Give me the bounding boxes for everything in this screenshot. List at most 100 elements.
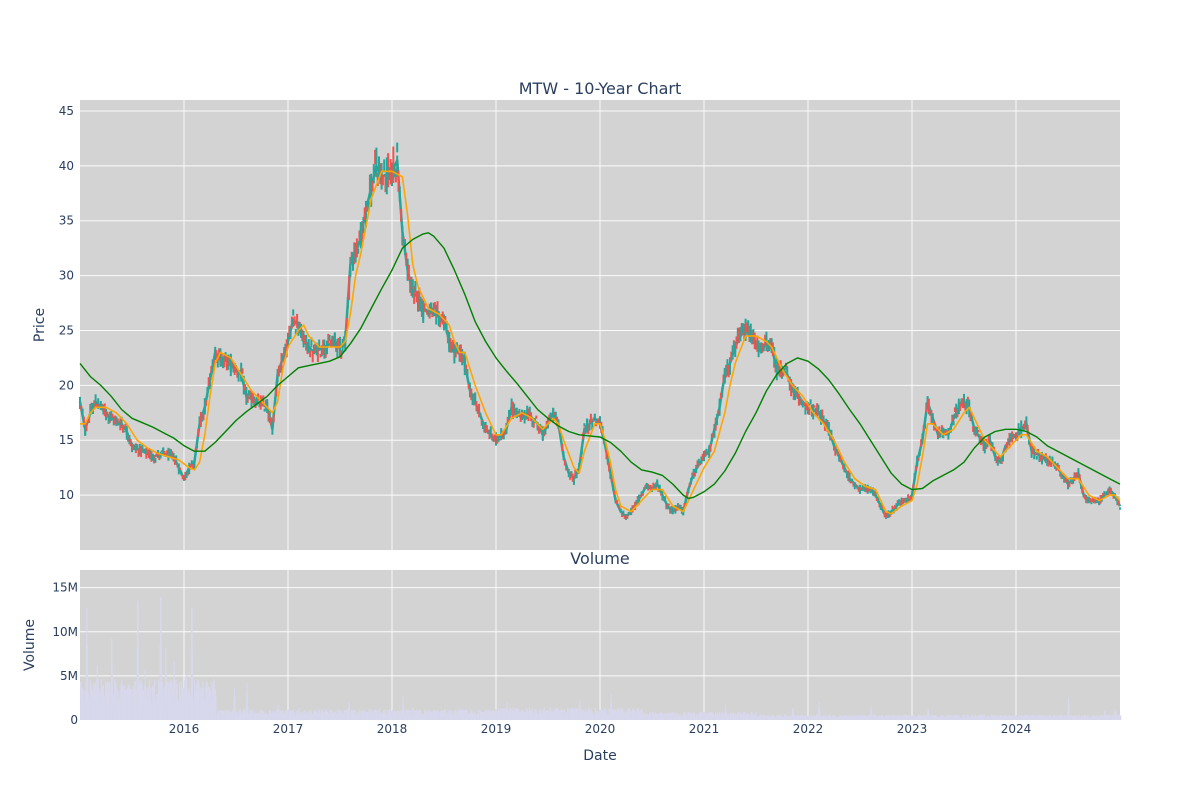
volume-bar (1027, 714, 1029, 720)
volume-bar (439, 711, 441, 720)
volume-bar (687, 711, 689, 720)
volume-bar (399, 712, 401, 720)
volume-bar (370, 709, 372, 720)
volume-bar (318, 710, 320, 720)
volume-bar (891, 714, 893, 720)
volume-bar (444, 709, 446, 720)
price-y-tick-label: 25 (59, 323, 74, 337)
volume-bar (463, 710, 465, 720)
volume-bar (709, 713, 711, 720)
volume-bar (670, 712, 672, 720)
volume-bar (512, 707, 514, 720)
price-y-axis-title: Price (32, 308, 48, 342)
volume-bar (899, 715, 901, 720)
volume-bar (1118, 715, 1120, 720)
x-tick-label: 2020 (585, 722, 616, 736)
volume-bar (315, 711, 317, 720)
volume-bar (454, 709, 456, 720)
volume-bar (207, 686, 209, 720)
price-series (78, 142, 1122, 520)
volume-bar (996, 715, 999, 720)
volume-bar (241, 712, 243, 720)
volume-bar (877, 716, 879, 720)
ma-short-line (80, 170, 1121, 515)
volume-bar (689, 712, 691, 720)
volume-bar (575, 708, 577, 720)
volume-bar (230, 713, 232, 720)
volume-bar (1073, 716, 1075, 720)
volume-bar (832, 715, 834, 720)
volume-bar (842, 715, 844, 720)
volume-bar (389, 709, 391, 720)
volume-bar (933, 716, 935, 720)
volume-bar (1085, 714, 1087, 720)
volume-bar (315, 710, 318, 720)
volume-bar (787, 715, 789, 720)
volume-bar (1068, 711, 1070, 720)
volume-y-tick-label: 15M (52, 581, 78, 595)
volume-bar (191, 652, 194, 720)
volume-bar (830, 716, 832, 720)
volume-bar (885, 715, 887, 720)
volume-bar (684, 711, 686, 720)
volume-y-tick-label: 0 (70, 713, 78, 727)
volume-bar (667, 713, 669, 720)
volume-bar (403, 709, 405, 720)
volume-bar (641, 709, 643, 720)
volume-bar (793, 712, 795, 720)
volume-bar (1087, 715, 1089, 720)
volume-bar (444, 709, 446, 720)
volume-bar (249, 711, 251, 720)
volume-bar (92, 682, 95, 720)
price-y-tick-label: 10 (59, 488, 74, 502)
volume-bar (633, 708, 635, 720)
volume-bar (871, 714, 873, 720)
volume-bar (1115, 714, 1117, 720)
volume-y-ticks: 0 5M 10M 15M (52, 581, 78, 727)
volume-bar (738, 711, 740, 720)
volume-y-axis-title: Volume (22, 619, 38, 671)
volume-bar (986, 715, 989, 720)
volume-bar (820, 715, 822, 720)
volume-bar (105, 680, 107, 720)
volume-bar (866, 715, 868, 720)
volume-bar (346, 709, 348, 720)
volume-bar (544, 710, 546, 720)
volume-bar (590, 709, 592, 720)
x-tick-label: 2024 (1001, 722, 1032, 736)
price-chart-title: MTW - 10-Year Chart (519, 79, 682, 98)
volume-bar (234, 707, 236, 720)
volume-bar (1041, 714, 1043, 720)
volume-bar (340, 710, 342, 720)
volume-bar (571, 711, 573, 720)
x-tick-label: 2022 (793, 722, 824, 736)
volume-bar (202, 687, 204, 720)
volume-bar (1015, 715, 1017, 720)
x-tick-label: 2019 (481, 722, 512, 736)
volume-bar (977, 714, 979, 720)
volume-bar (518, 709, 520, 720)
volume-bar (482, 712, 484, 720)
volume-bar (160, 645, 162, 720)
volume-bar (627, 708, 630, 720)
volume-bar (709, 712, 711, 720)
price-y-tick-label: 30 (59, 269, 74, 283)
volume-bar (922, 715, 924, 720)
volume-bar (981, 714, 984, 720)
volume-bar (131, 688, 133, 720)
volume-bar (508, 708, 511, 720)
volume-bar (797, 714, 799, 720)
volume-bar (740, 712, 742, 720)
volume-bar (432, 710, 434, 720)
volume-bar (107, 684, 110, 720)
volume-bar (247, 706, 249, 720)
volume-bar (181, 687, 184, 720)
volume-bar (273, 710, 275, 720)
volume-bar (823, 714, 825, 720)
volume-bar (779, 715, 781, 720)
volume-bar (382, 710, 384, 720)
volume-bar (462, 709, 464, 720)
volume-bar (150, 688, 152, 720)
